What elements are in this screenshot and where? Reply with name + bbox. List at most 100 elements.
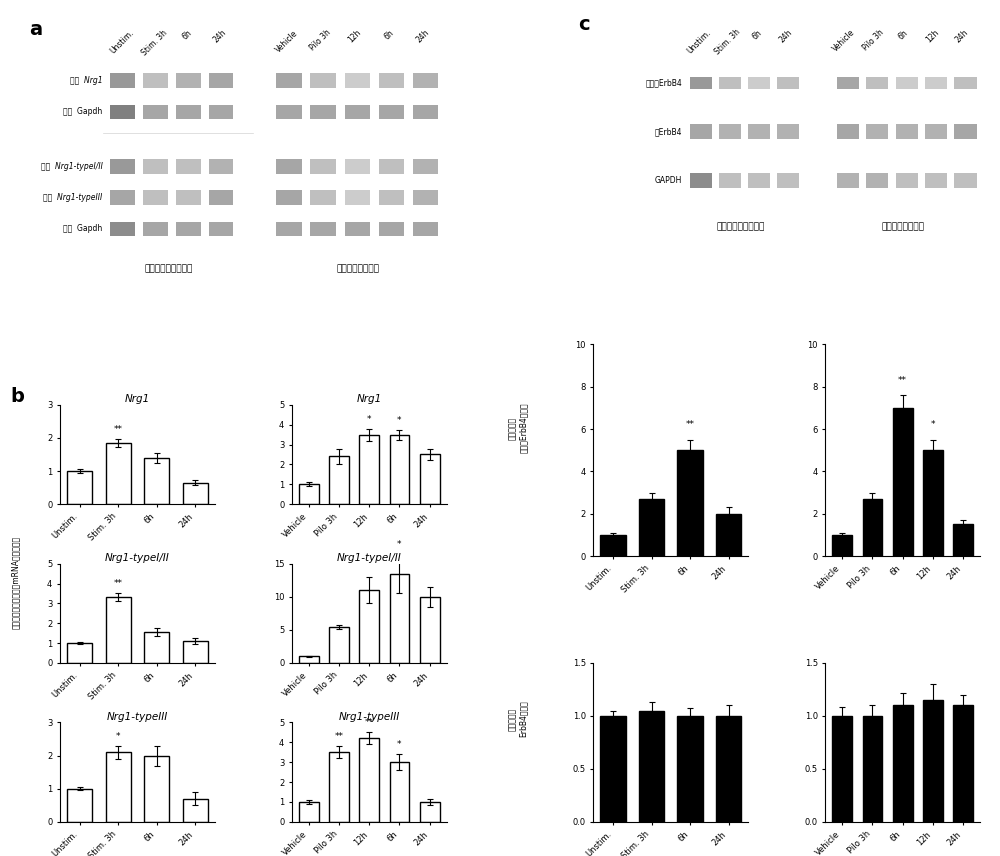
Bar — [748, 173, 770, 187]
Bar — [276, 74, 302, 87]
Bar — [144, 756, 169, 822]
Bar — [832, 535, 852, 556]
Text: Pilo 3h: Pilo 3h — [308, 28, 333, 53]
Bar — [837, 173, 859, 187]
Bar — [110, 222, 135, 236]
Text: 12h: 12h — [346, 28, 363, 45]
Text: GAPDH: GAPDH — [655, 175, 682, 185]
Bar — [953, 705, 973, 822]
Text: 小鼠海马内
ErbB4的水平: 小鼠海马内 ErbB4的水平 — [508, 701, 528, 737]
Text: *: * — [367, 414, 371, 424]
Text: *: * — [397, 740, 402, 749]
Bar — [310, 191, 336, 205]
Text: 小鼠  Nrg1-typeI/II: 小鼠 Nrg1-typeI/II — [41, 162, 103, 171]
Bar — [67, 788, 92, 822]
Bar — [677, 716, 703, 822]
Text: 电刺激点燃癌痛模型: 电刺激点燃癌痛模型 — [144, 265, 192, 273]
Bar — [390, 435, 409, 504]
Bar — [276, 159, 302, 174]
Bar — [719, 173, 741, 187]
Bar — [310, 74, 336, 87]
Bar — [209, 104, 233, 119]
Text: Unstim.: Unstim. — [685, 27, 712, 55]
Text: 标准化后的小鼠海马内mRNA的表达水平: 标准化后的小鼠海马内mRNA的表达水平 — [10, 536, 20, 628]
Bar — [209, 191, 233, 205]
Text: 小鼠  Nrg1-typeIII: 小鼠 Nrg1-typeIII — [43, 193, 103, 202]
Bar — [954, 173, 977, 187]
Bar — [866, 124, 888, 139]
Bar — [420, 455, 440, 504]
Bar — [896, 173, 918, 187]
Text: Stim. 3h: Stim. 3h — [713, 27, 742, 56]
Bar — [379, 191, 404, 205]
Bar — [299, 802, 319, 822]
Bar — [923, 450, 943, 556]
Bar — [329, 456, 349, 504]
Text: 总ErbB4: 总ErbB4 — [655, 127, 682, 136]
Bar — [748, 76, 770, 89]
Text: 电刺激点燃癌痛模型: 电刺激点燃癌痛模型 — [716, 223, 765, 231]
Bar — [690, 124, 712, 139]
Bar — [777, 124, 799, 139]
Text: Pilo 3h: Pilo 3h — [861, 27, 886, 52]
Text: 小鼠海马内
磷酸化ErbB4的水平: 小鼠海马内 磷酸化ErbB4的水平 — [508, 402, 528, 454]
Bar — [413, 191, 438, 205]
Title: Nrg1: Nrg1 — [357, 394, 382, 404]
Bar — [954, 124, 977, 139]
Bar — [144, 632, 169, 663]
Bar — [600, 716, 626, 822]
Title: Nrg1: Nrg1 — [125, 394, 150, 404]
Bar — [893, 705, 913, 822]
Text: **: ** — [335, 733, 344, 741]
Text: Unstim.: Unstim. — [108, 28, 135, 56]
Bar — [183, 641, 208, 663]
Text: Vehicle: Vehicle — [831, 27, 857, 54]
Bar — [359, 739, 379, 822]
Bar — [677, 450, 703, 556]
Text: 24h: 24h — [414, 28, 431, 45]
Text: b: b — [11, 387, 24, 406]
Text: *: * — [116, 732, 120, 740]
Bar — [716, 514, 741, 556]
Bar — [925, 124, 947, 139]
Bar — [413, 222, 438, 236]
Text: **: ** — [114, 425, 123, 434]
Text: 12h: 12h — [924, 27, 941, 45]
Bar — [777, 76, 799, 89]
Bar — [209, 159, 233, 174]
Bar — [390, 574, 409, 663]
Bar — [896, 124, 918, 139]
Text: **: ** — [365, 718, 374, 728]
Bar — [390, 762, 409, 822]
Bar — [866, 173, 888, 187]
Bar — [67, 471, 92, 504]
Title: Nrg1-typeIII: Nrg1-typeIII — [107, 711, 168, 722]
Text: 匹罗卡品癌痛模型: 匹罗卡品癌痛模型 — [881, 223, 924, 231]
Bar — [276, 104, 302, 119]
Bar — [106, 752, 131, 822]
Bar — [420, 802, 440, 822]
Bar — [67, 643, 92, 663]
Bar — [896, 76, 918, 89]
Bar — [413, 159, 438, 174]
Bar — [209, 74, 233, 87]
Text: **: ** — [898, 376, 907, 384]
Bar — [748, 124, 770, 139]
Text: 小鼠  Gapdh: 小鼠 Gapdh — [63, 224, 103, 234]
Bar — [863, 716, 882, 822]
Bar — [925, 76, 947, 89]
Bar — [143, 159, 168, 174]
Bar — [359, 590, 379, 663]
Bar — [329, 752, 349, 822]
Bar — [690, 173, 712, 187]
Bar — [183, 483, 208, 504]
Bar — [143, 74, 168, 87]
Bar — [777, 173, 799, 187]
Text: 6h: 6h — [181, 28, 194, 42]
Bar — [176, 222, 201, 236]
Bar — [379, 104, 404, 119]
Text: 匹罗卡品癌痛模型: 匹罗卡品癌痛模型 — [336, 265, 379, 273]
Bar — [276, 191, 302, 205]
Bar — [329, 627, 349, 663]
Bar — [719, 124, 741, 139]
